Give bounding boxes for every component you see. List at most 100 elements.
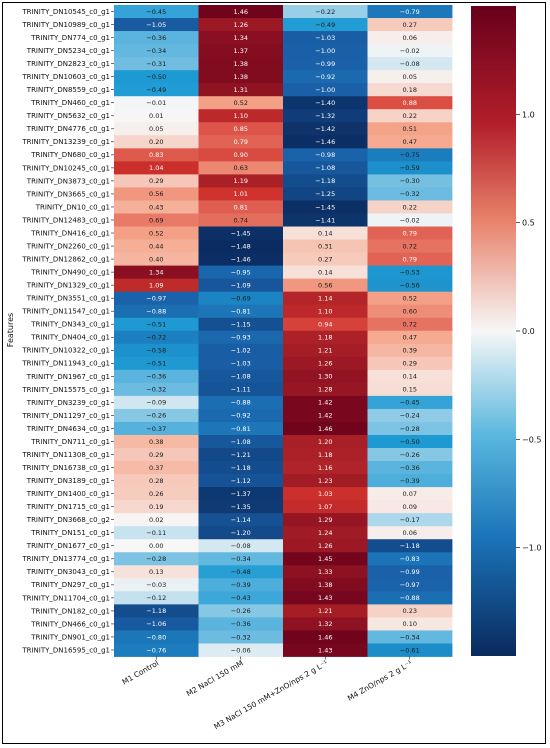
cell-value-label: 0.14 [318, 268, 332, 276]
heatmap-cell [198, 591, 284, 605]
row-label: TRINITY_DN3239_c0_g1 [26, 399, 110, 407]
cell-value-label: −0.69 [231, 294, 251, 302]
row-label: TRINITY_DN1329_c0_g1 [26, 282, 110, 290]
cell-value-label: 1.21 [318, 347, 332, 355]
heatmap-cell [198, 395, 284, 410]
heatmap-cell [367, 434, 453, 449]
heatmap-cell [198, 330, 284, 345]
row-label: TRINITY_DN2823_c0_g1 [26, 60, 110, 68]
cell-value-label: −0.08 [400, 60, 420, 68]
cell-value-label: 0.60 [403, 308, 417, 316]
cell-value-label: −0.72 [146, 334, 166, 342]
row-labels: TRINITY_DN10545_c0_g1 TRINITY_DN10989_c0_… [21, 8, 114, 654]
heatmap-cell [367, 278, 453, 293]
cell-value-label: −0.34 [146, 47, 166, 55]
cell-value-label: 0.79 [403, 255, 417, 263]
heatmap-cell [114, 643, 199, 657]
heatmap-cell [198, 252, 284, 266]
cell-value-label: 0.29 [403, 360, 417, 368]
heatmap-cells: −0.45 1.46 −0.22 −0.79 −1.05 1.26 −0.49 0.27 −0.… [114, 5, 453, 657]
heatmap-cell [198, 474, 284, 488]
row-label: TRINITY_DN5632_c0_g1 [26, 112, 110, 120]
heatmap-cell [283, 395, 368, 410]
cell-value-label: 1.16 [318, 464, 332, 472]
heatmap-cell [283, 643, 368, 657]
cell-value-label: 1.18 [318, 334, 332, 342]
heatmap-cell [367, 552, 453, 566]
heatmap-cell [114, 304, 199, 319]
row-label: TRINITY_DN10989_c0_g1 [21, 21, 110, 29]
cell-value-label: 0.83 [149, 151, 163, 159]
heatmap-cell [367, 187, 453, 201]
heatmap-cell [283, 434, 368, 449]
row-label: TRINITY_DN2260_c0_g1 [26, 242, 110, 250]
heatmap-cell [367, 500, 453, 514]
cell-value-label: 0.63 [234, 164, 248, 172]
heatmap-cell [283, 343, 368, 358]
cell-value-label: −0.56 [400, 281, 420, 289]
cell-value-label: 0.26 [149, 490, 163, 498]
heatmap-cell [114, 5, 199, 19]
cell-value-label: 0.56 [149, 190, 163, 198]
cell-value-label: −0.88 [146, 308, 166, 316]
cell-value-label: −0.99 [400, 568, 420, 576]
cell-value-label: 1.03 [318, 490, 332, 498]
cell-value-label: −1.48 [231, 242, 251, 250]
column-label: M4 ZnO/nps 2 g L⁻¹ [346, 658, 414, 702]
cell-value-label: 0.09 [403, 503, 417, 511]
column-label: M1 Control [120, 658, 160, 686]
cell-value-label: 1.29 [318, 516, 332, 524]
heatmap-cell [283, 213, 368, 227]
heatmap-cell [283, 83, 368, 97]
row-label: TRINITY_DN901_c0_g1 [30, 633, 110, 641]
cell-value-label: 1.31 [234, 86, 248, 94]
cell-value-label: −0.39 [231, 581, 251, 589]
row-label: TRINITY_DN711_c0_g1 [30, 438, 110, 446]
heatmap-cell [198, 5, 284, 19]
row-label: TRINITY_DN5234_c0_g1 [26, 47, 110, 55]
row-label: TRINITY_DN460_c0_g1 [30, 99, 110, 107]
cell-value-label: −1.00 [315, 47, 335, 55]
cell-value-label: 0.72 [403, 242, 417, 250]
cell-value-label: −0.92 [231, 412, 251, 420]
heatmap-cell [114, 265, 199, 280]
row-label: TRINITY_DN3043_c0_g1 [26, 568, 110, 576]
cell-value-label: −0.26 [400, 451, 420, 459]
cell-value-label: 0.27 [318, 255, 332, 263]
heatmap-cell [367, 5, 453, 19]
cell-value-label: −0.88 [400, 594, 420, 602]
heatmap-cell [283, 200, 368, 214]
cell-value-label: −0.36 [400, 464, 420, 472]
heatmap-cell [198, 382, 284, 397]
cell-value-label: −0.36 [146, 373, 166, 381]
cell-value-label: 0.79 [234, 138, 248, 146]
cell-value-label: −1.45 [315, 203, 335, 211]
cell-value-label: 0.72 [403, 321, 417, 329]
cell-value-label: 0.38 [149, 438, 163, 446]
row-label: TRINITY_DN297_c0_g1 [30, 581, 110, 589]
heatmap-cell [114, 291, 199, 306]
cell-value-label: 1.34 [234, 34, 248, 42]
cell-value-label: 0.28 [149, 477, 163, 485]
cell-value-label: 1.28 [318, 386, 332, 394]
row-label: TRINITY_DN3668_c0_g2 [26, 516, 110, 524]
cell-value-label: 0.88 [403, 99, 417, 107]
heatmap-cell [198, 226, 284, 240]
heatmap-cell [367, 291, 453, 306]
cell-value-label: 1.09 [149, 281, 163, 289]
cell-value-label: −0.99 [315, 60, 335, 68]
cell-value-label: −0.37 [146, 425, 166, 433]
heatmap-cell [114, 539, 199, 553]
heatmap-cell [367, 539, 453, 553]
cell-value-label: −1.18 [146, 607, 166, 615]
cell-value-label: 1.42 [318, 412, 332, 420]
heatmap-cell [198, 57, 284, 71]
heatmap-cell [283, 44, 368, 58]
cell-value-label: 0.14 [318, 229, 332, 237]
cell-value-label: −0.01 [146, 99, 166, 107]
cell-value-label: −0.51 [146, 360, 166, 368]
row-label: TRINITY_DN1967_c0_g1 [26, 373, 110, 381]
cell-value-label: −0.36 [231, 620, 251, 628]
cell-value-label: −0.49 [315, 21, 335, 29]
